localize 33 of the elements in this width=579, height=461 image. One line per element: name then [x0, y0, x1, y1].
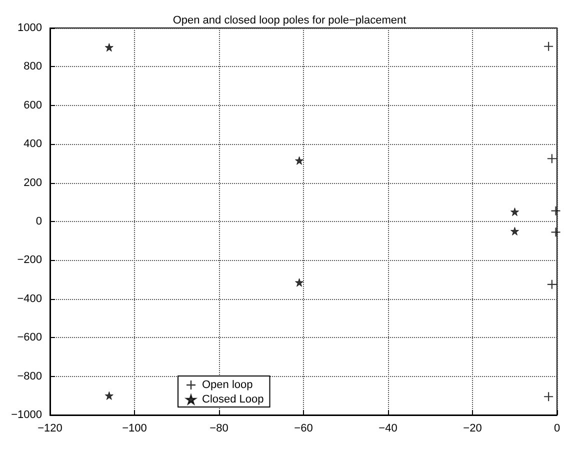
point [544, 41, 554, 52]
x-tick-label: 0 [554, 422, 560, 434]
point [295, 156, 304, 165]
x-tick-label: −40 [378, 422, 398, 434]
point [546, 154, 557, 164]
y-tick-label: 600 [24, 99, 42, 112]
x-tick-label: −80 [210, 422, 228, 434]
x-tick-label: −20 [463, 422, 482, 434]
legend-label: Closed Loop [202, 394, 264, 406]
point [104, 391, 114, 400]
y-tick-label: 400 [24, 138, 42, 150]
y-tick-label: −800 [17, 370, 42, 382]
point [510, 226, 519, 236]
chart-title: Open and closed loop poles for pole−placement [172, 14, 406, 26]
y-tick-label: −400 [17, 292, 42, 305]
y-tick-label: 800 [24, 60, 42, 73]
x-tick-label: −100 [122, 422, 147, 434]
y-tick-label: 1000 [18, 22, 42, 34]
point [550, 206, 561, 216]
point [104, 43, 114, 52]
point [550, 227, 561, 238]
y-tick-label: −200 [17, 254, 42, 266]
x-tick-label: −120 [38, 422, 62, 434]
x-tick-label: −60 [294, 422, 313, 434]
point [544, 392, 554, 402]
point [295, 278, 304, 287]
y-tick-label: 0 [36, 216, 42, 228]
y-tick-label: −600 [17, 332, 42, 344]
y-tick-label: −1000 [11, 409, 42, 421]
point [510, 208, 519, 216]
legend-label: Open loop [202, 379, 253, 391]
y-tick-label: 200 [24, 176, 42, 189]
point [546, 279, 557, 290]
